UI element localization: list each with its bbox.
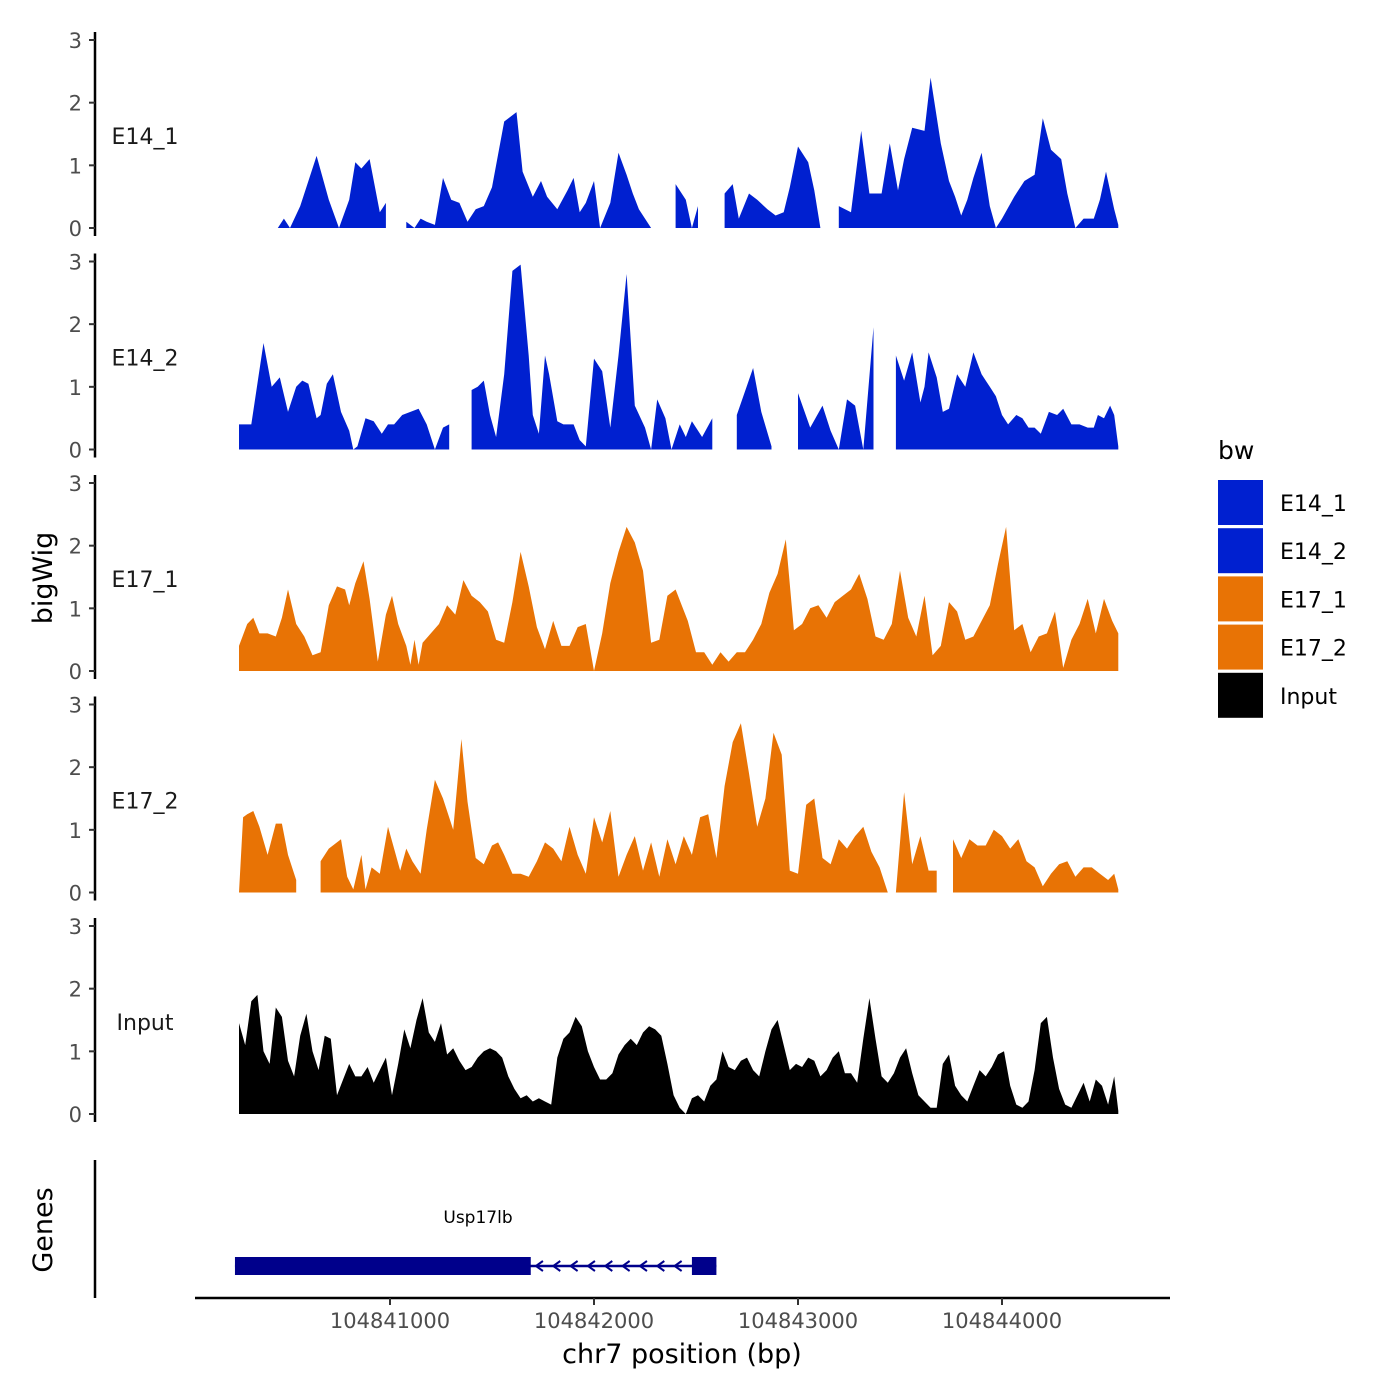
- legend-swatch: [1218, 672, 1263, 718]
- signal-area: [239, 994, 1119, 1114]
- y-tick-label: 0: [69, 1103, 82, 1127]
- track-e14-1: 0 1 2 3 E14_1: [69, 29, 1119, 241]
- strand-arrow: [568, 1260, 579, 1272]
- y-tick-label: 0: [69, 660, 82, 684]
- y-tick-label: 1: [69, 1040, 82, 1064]
- track-e17-1: 0 1 2 3 E17_1: [69, 472, 1119, 684]
- gene-exon: [234, 1257, 531, 1275]
- track-e17-2: 0 1 2 3 E17_2: [69, 694, 1119, 906]
- y-tick-label: 3: [69, 694, 82, 718]
- x-tick-label: 104844000: [942, 1309, 1062, 1333]
- y-tick-label: 1: [69, 376, 82, 400]
- gene-usp17lb: Usp17lb: [234, 1208, 717, 1275]
- signal-area: [239, 526, 1119, 671]
- x-axis: 104841000 104842000 104843000 104844000: [195, 1296, 1170, 1333]
- y-axis-title: bigWig: [28, 532, 59, 625]
- signal-area: [239, 723, 1119, 893]
- tracks-layer: 0 1 2 3 E14_1 0 1 2 3 E14_2 0 1 2 3 E17_1 0 1 2 3 E17_2 0 1 2 3…: [69, 29, 1119, 1127]
- y-tick-label: 1: [69, 154, 82, 178]
- track-label: E17_1: [112, 568, 179, 593]
- x-tick-label: 104841000: [330, 1309, 450, 1333]
- y-tick-label: 0: [69, 217, 82, 241]
- track-input: 0 1 2 3 Input: [69, 915, 1119, 1127]
- genes-axis-title: Genes: [28, 1187, 59, 1272]
- y-tick-label: 1: [69, 819, 82, 843]
- signal-area: [239, 264, 1119, 450]
- y-tick-label: 2: [69, 313, 82, 337]
- strand-arrow: [551, 1260, 561, 1272]
- legend-entry-label: E17_1: [1280, 588, 1347, 613]
- strand-arrow: [672, 1260, 683, 1272]
- track-label: E14_2: [112, 347, 179, 372]
- legend-swatch: [1218, 624, 1263, 670]
- legend-entry-label: E17_2: [1280, 637, 1347, 662]
- y-tick-label: 3: [69, 29, 82, 53]
- genes-layer: Usp17lb: [93, 1160, 717, 1298]
- strand-arrow: [534, 1260, 544, 1272]
- y-tick-label: 0: [69, 439, 82, 463]
- track-label: E17_2: [112, 790, 179, 815]
- gene-exon: [691, 1257, 717, 1275]
- x-tick-label: 104842000: [534, 1309, 654, 1333]
- x-axis-title: chr7 position (bp): [562, 1339, 802, 1370]
- legend-swatch: [1218, 480, 1263, 525]
- track-label: Input: [117, 1011, 174, 1036]
- legend-entry-label: E14_1: [1280, 492, 1347, 517]
- legend: bw E14_1 E14_2 E17_1 E17_2 Input: [1218, 436, 1347, 718]
- track-e14-2: 0 1 2 3 E14_2: [69, 251, 1119, 463]
- y-tick-label: 1: [69, 597, 82, 621]
- y-tick-label: 0: [69, 882, 82, 906]
- y-tick-label: 2: [69, 756, 82, 780]
- y-tick-label: 3: [69, 472, 82, 496]
- y-tick-label: 3: [69, 251, 82, 275]
- legend-swatch: [1218, 528, 1263, 574]
- legend-entry-label: E14_2: [1280, 540, 1347, 565]
- strand-arrow: [620, 1260, 631, 1272]
- y-tick-label: 2: [69, 535, 82, 559]
- strand-arrow: [586, 1260, 596, 1272]
- strand-arrow: [655, 1260, 665, 1272]
- track-label: E14_1: [112, 125, 179, 150]
- y-tick-label: 2: [69, 978, 82, 1002]
- x-tick-label: 104843000: [738, 1309, 858, 1333]
- strand-arrow: [638, 1260, 648, 1272]
- y-tick-label: 3: [69, 915, 82, 939]
- legend-entry-label: Input: [1280, 685, 1337, 710]
- signal-area: [277, 77, 1119, 228]
- legend-swatch: [1218, 576, 1263, 622]
- strand-arrow: [603, 1260, 613, 1272]
- legend-title: bw: [1218, 436, 1254, 465]
- y-tick-label: 2: [69, 92, 82, 116]
- gene-name-label: Usp17lb: [443, 1208, 512, 1228]
